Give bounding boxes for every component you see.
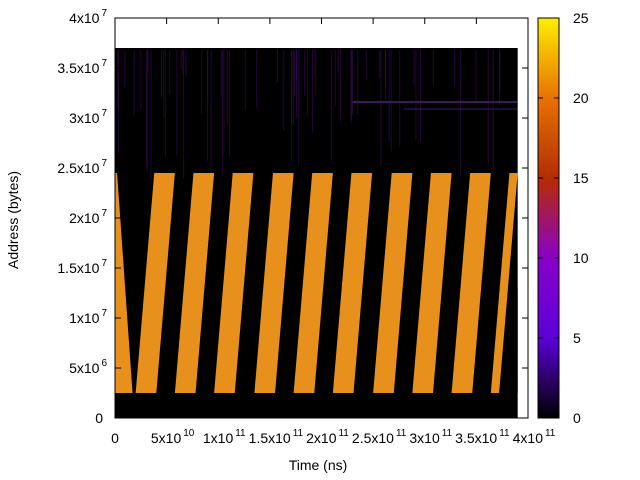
plot-area — [115, 48, 518, 418]
band-6 — [293, 173, 333, 393]
y-tick-label-3: 1.5x10 7 — [57, 258, 107, 276]
colorbar-tick-label-2: 10 — [573, 250, 589, 266]
colorbar-tick-label-1: 5 — [573, 330, 581, 346]
band-3 — [174, 173, 215, 393]
x-tick-label-0: 0 — [111, 430, 119, 446]
x-tick-label-2: 1x10 11 — [203, 428, 246, 446]
y-tick-label-2: 1x10 7 — [69, 308, 107, 326]
bands — [115, 173, 518, 393]
y-axis-label: Address (bytes) — [5, 171, 21, 269]
band-2 — [135, 173, 175, 393]
band-11 — [490, 173, 518, 393]
y-tick-label-6: 3x10 7 — [69, 108, 107, 126]
y-tick-label-5: 2.5x10 7 — [57, 158, 107, 176]
colorbar-tick-label-4: 20 — [573, 90, 589, 106]
x-tick-label-1: 5x10 10 — [151, 428, 195, 446]
x-tick-label-6: 3x10 11 — [409, 428, 452, 446]
band-5 — [254, 173, 294, 393]
x-tick-label-5: 2.5x10 11 — [352, 428, 407, 446]
band-9 — [412, 173, 452, 393]
x-tick-label-8: 4x10 11 — [513, 428, 556, 446]
colorbar-gradient — [537, 17, 560, 419]
x-tick-label-4: 2x10 11 — [306, 428, 349, 446]
band-8 — [373, 173, 413, 393]
y-tick-label-8: 4x10 7 — [69, 8, 107, 26]
x-tick-label-7: 3.5x10 11 — [455, 428, 510, 446]
y-tick-label-0: 0 — [95, 410, 103, 426]
band-7 — [332, 173, 373, 393]
low-value-noise — [117, 50, 518, 179]
y-tick-label-4: 2x10 7 — [69, 208, 107, 226]
band-clip-mask — [501, 288, 518, 393]
band-4 — [214, 173, 254, 393]
y-tick-label-7: 3.5x10 7 — [57, 58, 107, 76]
band-1 — [115, 173, 133, 393]
band-10 — [451, 173, 491, 393]
x-tick-label-3: 1.5x10 11 — [249, 428, 304, 446]
colorbar-tick-label-0: 0 — [573, 410, 581, 426]
colorbar-tick-label-3: 15 — [573, 170, 589, 186]
axes: 0 5x10 10 1x10 11 1.5x10 11 2x10 11 2.5x10 11 3x10 1… — [57, 8, 555, 446]
y-tick-label-1: 5x10 6 — [69, 358, 107, 376]
x-axis-label: Time (ns) — [289, 457, 348, 473]
colorbar: 0 5 10 15 20 25 — [537, 10, 589, 426]
colorbar-tick-label-5: 25 — [573, 10, 589, 26]
